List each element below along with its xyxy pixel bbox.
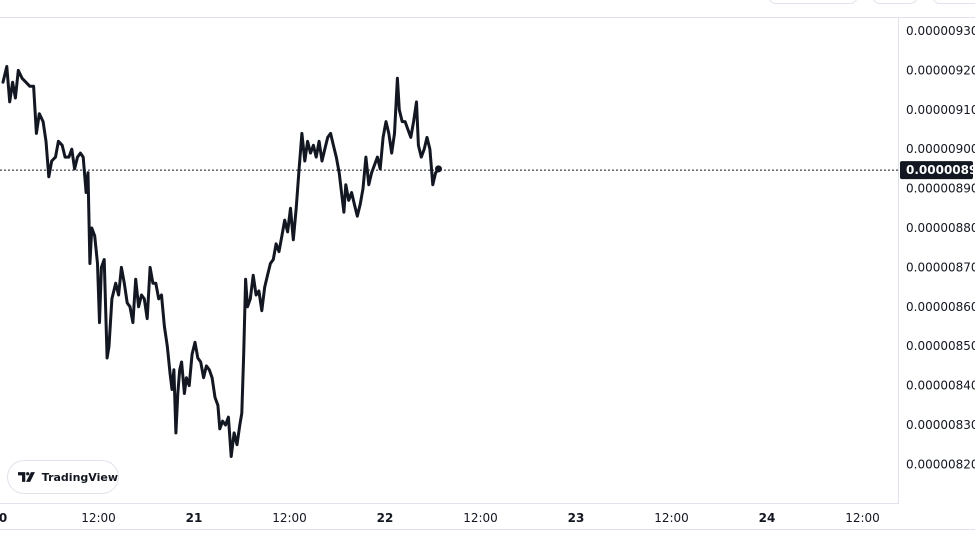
price-tick-label: 0.00000910: [906, 103, 975, 117]
price-tick-label: 0.00000820: [906, 457, 975, 471]
tradingview-logo-icon: [18, 472, 35, 482]
price-scale-divider: [898, 18, 899, 503]
top-toolbar-strip: [0, 0, 975, 18]
price-tick-label: 0.00000920: [906, 63, 975, 77]
price-tick-label: 0.00000890: [906, 182, 975, 196]
price-tick-label: 0.00000840: [906, 379, 975, 393]
last-price-label: 0.00000895: [906, 163, 975, 177]
price-tick-label: 0.00000850: [906, 339, 975, 353]
last-price-marker: [434, 165, 442, 173]
last-price-label-box: [900, 161, 973, 180]
tradingview-logo-text: TradingView: [41, 470, 118, 484]
pane-top-border: [0, 17, 975, 18]
time-tick-label: 12:00: [272, 511, 307, 525]
price-tick-label: 0.00000830: [906, 418, 975, 432]
time-tick-label: 22: [377, 511, 394, 525]
time-tick-label: 24: [759, 511, 776, 525]
price-tick-label: 0.00000900: [906, 142, 975, 156]
price-scale[interactable]: 0.00000930 0.00000920 0.00000910 0.00000900…: [906, 24, 975, 471]
time-tick-label: 12:00: [654, 511, 689, 525]
time-tick-label: 12:00: [845, 511, 880, 525]
time-scale[interactable]: 0 12:00 21 12:00 22 12:00 23 12:00 24 12:00: [0, 511, 880, 525]
bottom-divider: [0, 529, 975, 530]
time-tick-label: 0: [0, 511, 7, 525]
price-tick-label: 0.00000880: [906, 221, 975, 235]
price-tick-label: 0.00000860: [906, 300, 975, 314]
time-tick-label: 21: [186, 511, 203, 525]
price-series-line: [1, 65, 440, 458]
price-tick-label: 0.00000930: [906, 24, 975, 38]
tradingview-logo[interactable]: TradingView: [8, 461, 118, 493]
time-scale-divider: [0, 503, 899, 504]
time-tick-label: 12:00: [463, 511, 498, 525]
time-tick-label: 23: [568, 511, 585, 525]
price-tick-label: 0.00000870: [906, 260, 975, 274]
time-tick-label: 12:00: [81, 511, 116, 525]
